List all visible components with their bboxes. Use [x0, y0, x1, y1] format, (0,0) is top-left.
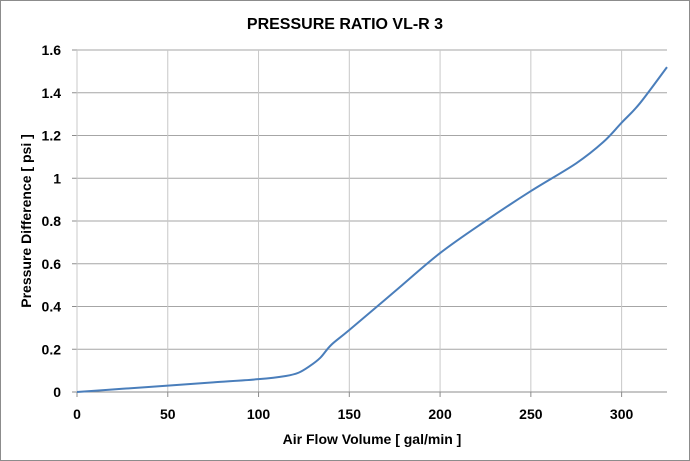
y-tick-label: 0.6 — [42, 256, 62, 272]
x-tick-label: 100 — [247, 406, 271, 422]
x-tick-label: 250 — [519, 406, 543, 422]
y-axis-label: Pressure Difference [ psi ] — [18, 134, 34, 308]
y-tick-label: 0.8 — [42, 213, 62, 229]
chart-title: PRESSURE RATIO VL-R 3 — [247, 16, 443, 33]
y-tick-label: 1.2 — [42, 128, 62, 144]
x-tick-labels: 0 50 100 150 200 250 300 — [73, 406, 633, 422]
y-tick-labels: 0 0.2 0.4 0.6 0.8 1 1.2 1.4 1.6 — [42, 42, 62, 400]
series-line — [76, 66, 668, 393]
y-tick-label: 1 — [53, 170, 61, 186]
y-tick-label: 0.4 — [42, 299, 62, 315]
series-group — [76, 66, 668, 393]
x-tick-label: 300 — [610, 406, 634, 422]
y-tick-label: 0 — [53, 384, 61, 400]
x-tick-label: 0 — [73, 406, 81, 422]
y-tick-label: 1.6 — [42, 42, 62, 58]
y-tick-label: 1.4 — [42, 85, 62, 101]
x-axis-label: Air Flow Volume [ gal/min ] — [283, 431, 462, 447]
x-tick-label: 200 — [428, 406, 452, 422]
grid — [77, 49, 667, 392]
x-tick-label: 150 — [338, 406, 362, 422]
axes — [72, 49, 667, 397]
x-tick-label: 50 — [160, 406, 176, 422]
y-tick-label: 0.2 — [42, 341, 62, 357]
